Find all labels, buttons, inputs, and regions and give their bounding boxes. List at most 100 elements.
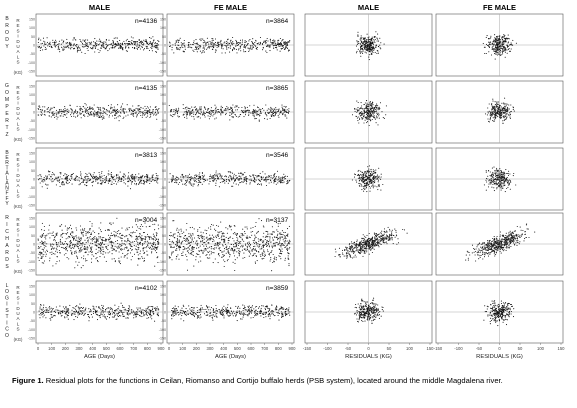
data-point [182,50,184,52]
data-point [155,108,158,110]
data-point [86,181,88,183]
data-point [118,245,120,247]
data-point [100,249,102,251]
sample-size-label: n=4136 [135,18,158,25]
data-point [139,258,141,260]
data-point [199,50,201,52]
data-point [49,257,51,259]
data-point [51,178,54,180]
data-point [107,229,109,231]
panel-bertalanffy-male-vs-residual [304,147,433,211]
data-point [278,113,280,115]
data-point [251,48,253,50]
data-point [276,179,278,181]
data-point [487,111,489,113]
data-point [275,43,277,45]
data-point [127,175,129,177]
data-point [374,181,376,183]
data-point [55,176,57,178]
data-point [492,181,494,183]
data-point [498,186,500,188]
data-point [132,175,134,177]
data-point [52,41,54,44]
data-point [78,251,80,253]
data-point [67,111,69,113]
data-point [245,46,247,48]
data-point [139,237,141,239]
data-point [253,46,255,48]
y-tick-label: -150 [159,70,166,74]
data-point [155,173,157,175]
data-point [375,106,377,108]
data-point [372,43,374,45]
data-point [153,113,155,115]
data-point [104,48,106,50]
data-point [199,181,201,183]
data-point [232,233,234,235]
data-point [99,111,101,113]
data-point [370,42,372,44]
data-point [55,184,57,186]
data-point [70,114,72,116]
data-point [509,43,511,46]
data-point [353,176,356,178]
data-point [499,114,501,116]
data-point [201,172,203,174]
data-point [114,261,116,263]
data-point [501,175,503,177]
data-point [235,115,237,117]
data-point [119,263,121,265]
data-point [108,180,110,182]
data-point [222,178,225,180]
data-point [505,169,507,171]
y-tick-label: -100 [159,195,166,199]
data-point [39,182,41,184]
data-point [235,177,238,179]
data-point [42,37,45,39]
data-point [84,44,86,46]
data-point [278,179,280,181]
data-point [501,39,503,41]
data-point [367,103,369,105]
data-point [495,171,497,173]
data-point [503,105,505,107]
data-point [58,112,60,114]
data-point [87,236,89,238]
data-point [134,42,136,44]
data-point [499,185,501,187]
data-point [501,185,503,187]
data-point [144,237,147,239]
data-point [502,174,504,176]
data-point [487,44,489,47]
data-point [111,245,113,247]
data-point [182,107,184,110]
data-point [55,178,57,180]
data-point [193,113,195,115]
data-point [235,44,237,46]
data-point [496,111,499,113]
data-point [288,110,290,113]
y-tick-label: -150 [159,269,166,273]
data-point [247,109,249,111]
data-point [284,115,286,117]
data-point [102,178,104,180]
data-point [122,109,124,111]
data-point [250,180,252,182]
data-point [485,179,487,181]
data-point [368,56,370,58]
data-point [147,42,149,44]
y-tick-label: 100 [160,160,166,164]
data-point [105,47,107,49]
data-point [108,170,110,172]
data-point [58,49,60,51]
data-point [255,179,257,181]
data-point [286,175,288,177]
data-point [253,114,255,116]
data-point [244,40,246,42]
data-point [188,173,191,175]
data-point [273,180,275,182]
data-point [235,48,238,50]
data-point [118,120,120,122]
data-point [497,45,499,47]
data-point [124,236,126,238]
